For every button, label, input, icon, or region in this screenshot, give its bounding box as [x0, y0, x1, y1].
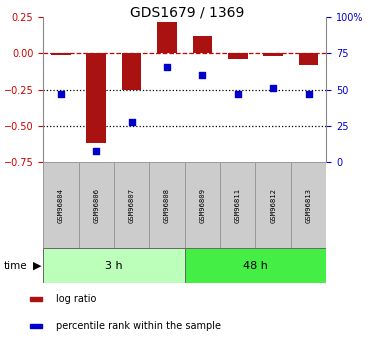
- Text: GSM96804: GSM96804: [58, 188, 64, 223]
- FancyBboxPatch shape: [78, 162, 114, 248]
- Point: [200, 72, 206, 78]
- Text: GSM96807: GSM96807: [129, 188, 135, 223]
- Point: [164, 64, 170, 69]
- Text: GSM96808: GSM96808: [164, 188, 170, 223]
- Bar: [228, 53, 248, 59]
- Text: log ratio: log ratio: [56, 294, 97, 304]
- FancyBboxPatch shape: [114, 162, 149, 248]
- FancyBboxPatch shape: [291, 162, 326, 248]
- Bar: [263, 53, 283, 56]
- Point: [58, 91, 64, 97]
- FancyBboxPatch shape: [184, 248, 326, 283]
- Text: 48 h: 48 h: [243, 261, 268, 270]
- Text: GSM96811: GSM96811: [235, 188, 241, 223]
- Text: GSM96813: GSM96813: [306, 188, 312, 223]
- FancyBboxPatch shape: [184, 162, 220, 248]
- FancyBboxPatch shape: [43, 248, 184, 283]
- Text: percentile rank within the sample: percentile rank within the sample: [56, 321, 221, 331]
- Bar: [51, 53, 70, 55]
- Text: time: time: [4, 261, 27, 270]
- Point: [129, 119, 135, 124]
- Point: [306, 91, 312, 97]
- FancyBboxPatch shape: [43, 162, 78, 248]
- Bar: [30, 324, 42, 328]
- Bar: [299, 53, 318, 65]
- Bar: [193, 36, 212, 53]
- Bar: [157, 22, 177, 53]
- Text: ▶: ▶: [33, 261, 42, 270]
- Text: GDS1679 / 1369: GDS1679 / 1369: [130, 5, 244, 19]
- FancyBboxPatch shape: [220, 162, 255, 248]
- FancyBboxPatch shape: [255, 162, 291, 248]
- Point: [235, 91, 241, 97]
- Text: GSM96806: GSM96806: [93, 188, 99, 223]
- Text: GSM96809: GSM96809: [200, 188, 206, 223]
- Point: [93, 148, 99, 153]
- Bar: [30, 297, 42, 301]
- Bar: [122, 53, 141, 90]
- Point: [270, 86, 276, 91]
- Bar: [87, 53, 106, 143]
- Text: 3 h: 3 h: [105, 261, 123, 270]
- FancyBboxPatch shape: [149, 162, 184, 248]
- Text: GSM96812: GSM96812: [270, 188, 276, 223]
